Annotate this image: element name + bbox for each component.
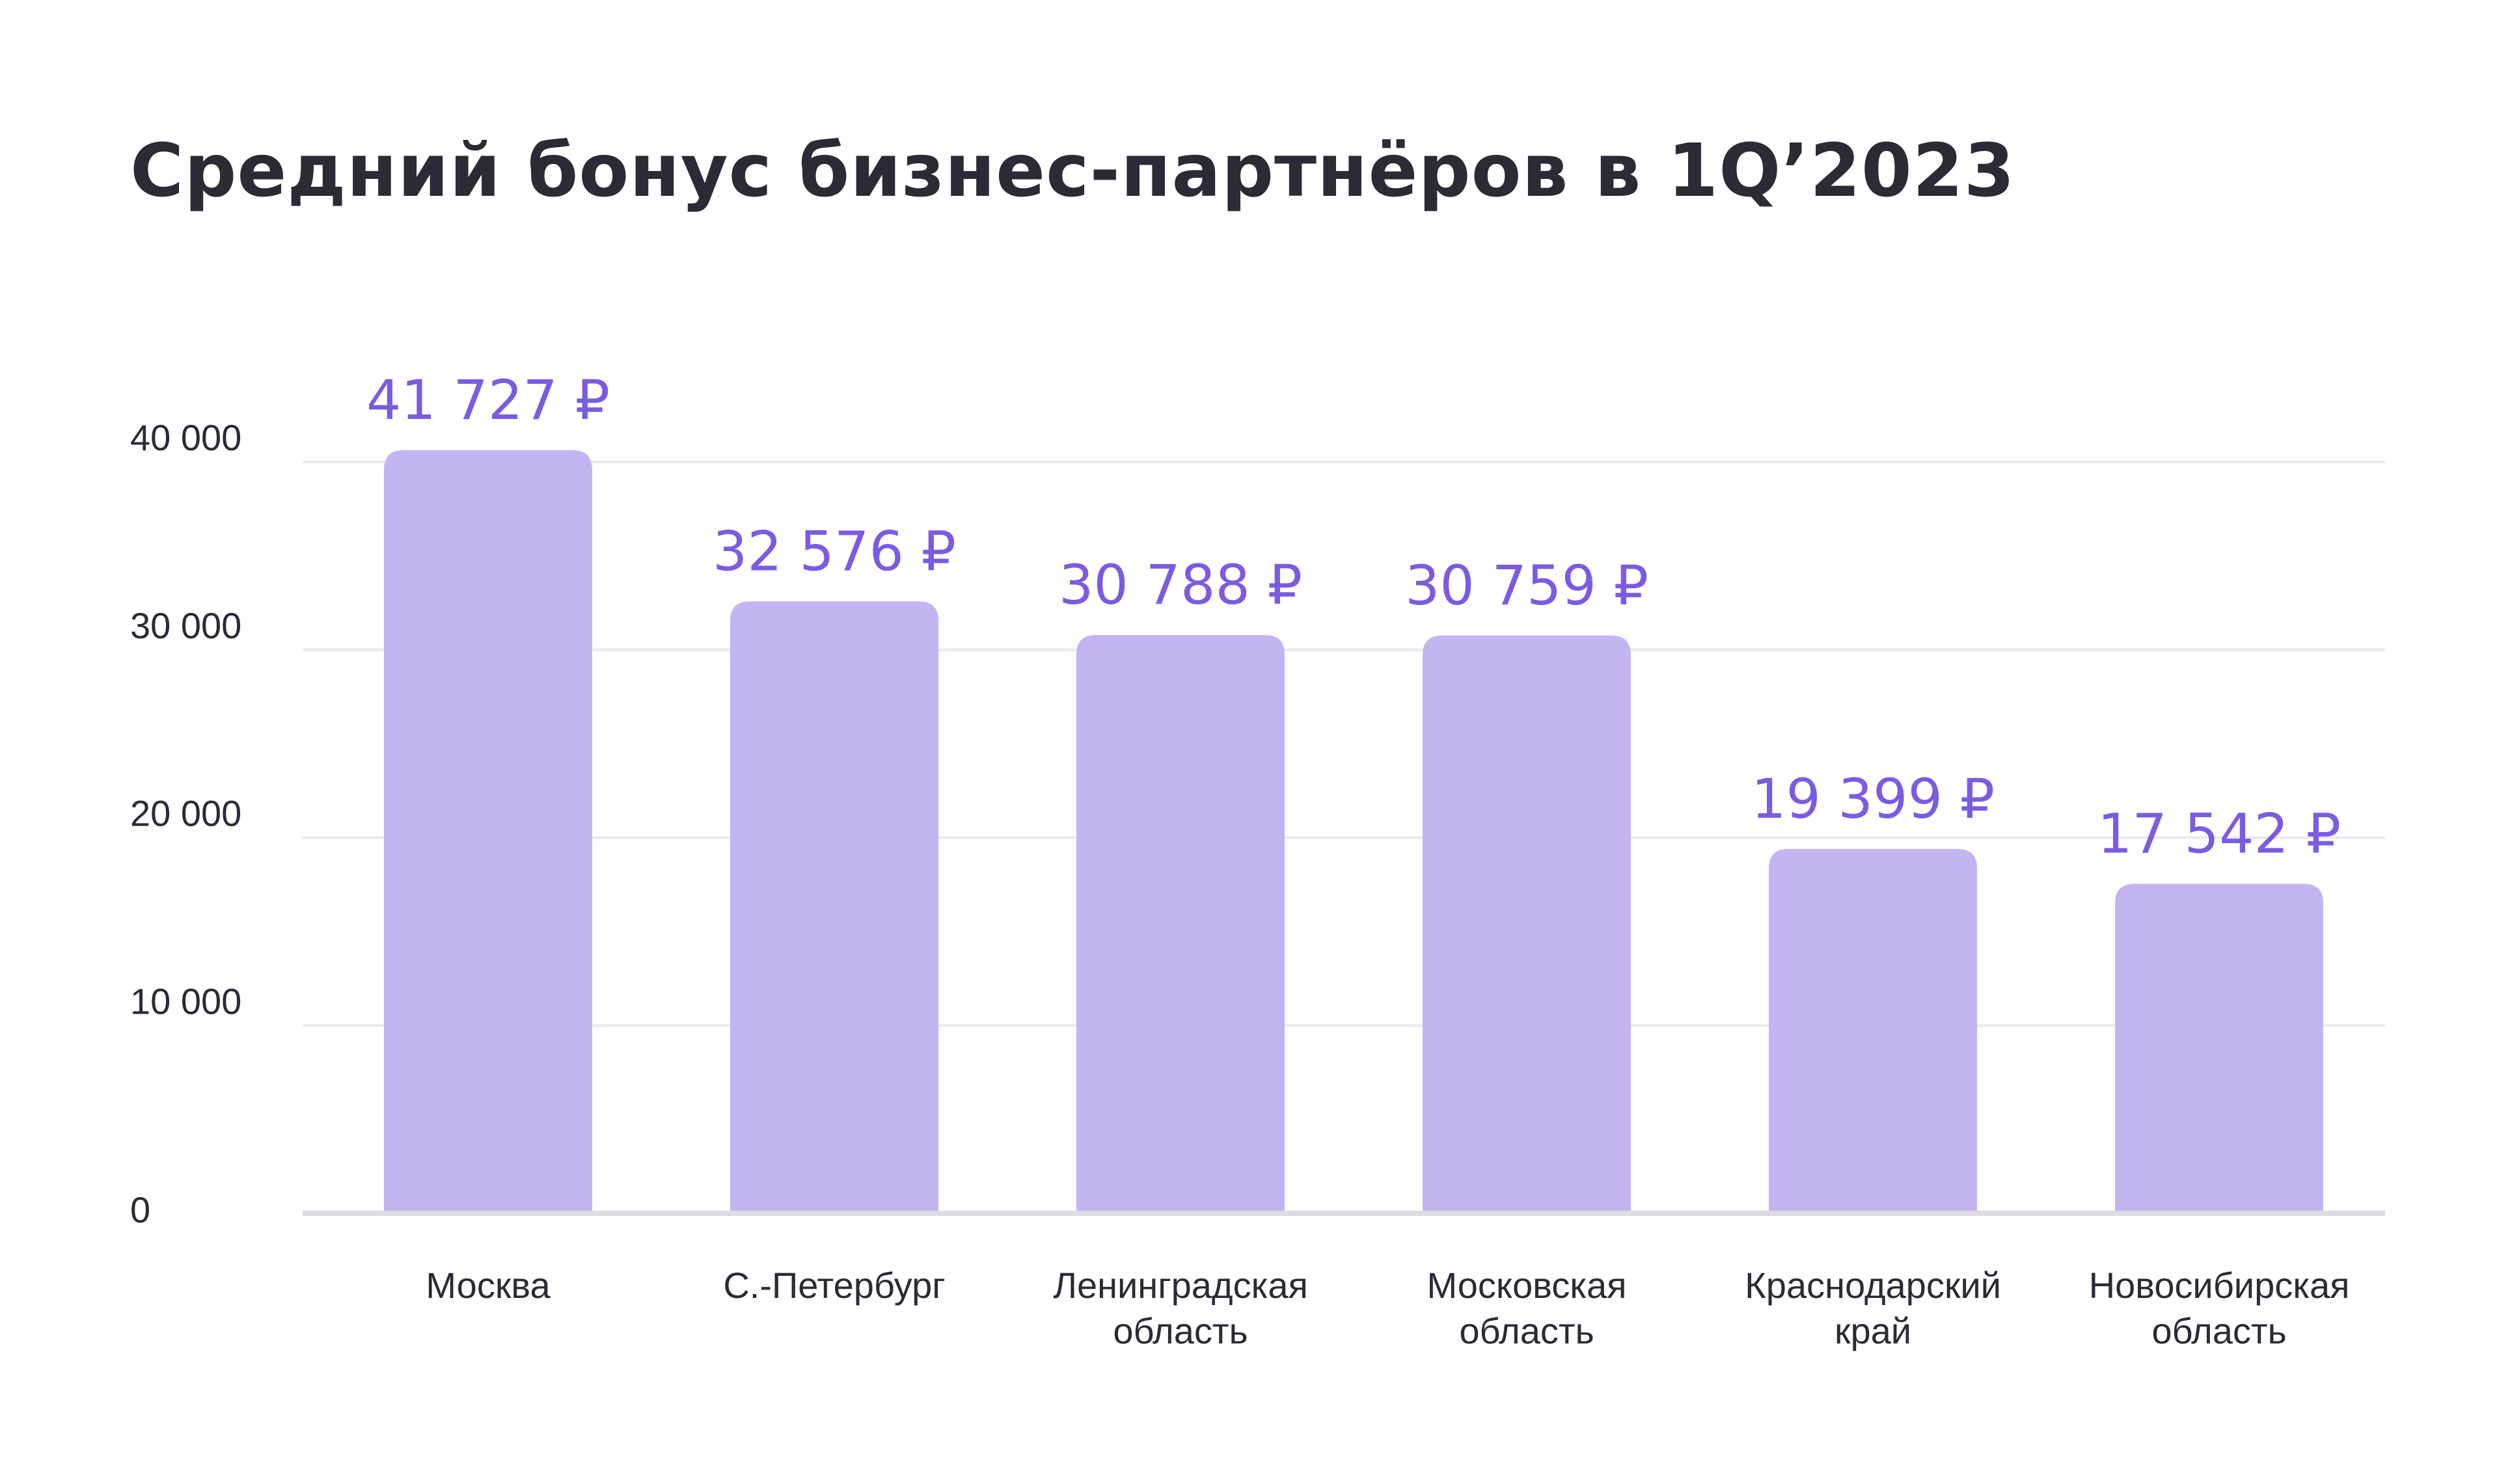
x-category-label: Москва <box>426 1265 551 1306</box>
bars <box>384 450 2323 1211</box>
x-axis-categories: Москва С.-Петербург ЛенинградскаяобластьМо… <box>426 1265 2349 1351</box>
bar-value-label: 30 788 ₽ <box>1059 553 1302 617</box>
bar <box>1769 848 1977 1211</box>
x-category-label: Краснодарский <box>1745 1265 2001 1306</box>
bar-value-label: 32 576 ₽ <box>713 519 956 583</box>
y-axis-ticks: 0 10 000 20 000 30 000 40 000 <box>130 417 241 1230</box>
y-tick-label: 30 000 <box>130 605 241 646</box>
x-category-label: область <box>2151 1310 2286 1351</box>
bar-value-label: 19 399 ₽ <box>1751 767 1995 831</box>
bar <box>2115 884 2323 1211</box>
bar <box>1423 635 1631 1211</box>
y-tick-label: 10 000 <box>130 980 241 1021</box>
y-tick-label: 40 000 <box>130 417 241 458</box>
bar <box>1076 634 1285 1211</box>
value-labels: 41 727 ₽ 32 576 ₽ 30 788 ₽ 30 759 ₽ 19 399 ₽… <box>366 368 2341 865</box>
x-category-label: область <box>1113 1310 1248 1351</box>
x-category-label: Новосибирская <box>2089 1265 2350 1306</box>
x-category-label: Московская <box>1427 1265 1626 1306</box>
bar-value-label: 41 727 ₽ <box>366 368 610 432</box>
y-tick-label: 20 000 <box>130 793 241 834</box>
bar-value-label: 17 542 ₽ <box>2097 802 2341 865</box>
x-category-label: Ленинградская <box>1053 1265 1308 1306</box>
gridlines <box>303 461 2385 1027</box>
y-tick-label: 0 <box>130 1189 150 1230</box>
bar <box>384 450 592 1211</box>
bar-value-label: 30 759 ₽ <box>1405 554 1648 617</box>
x-category-label: область <box>1459 1310 1594 1351</box>
x-category-label: край <box>1835 1310 1911 1351</box>
bar <box>730 601 938 1211</box>
chart-title: Средний бонус бизнес-партнёров в 1Q’2023 <box>130 129 2015 213</box>
x-category-label: С.-Петербург <box>723 1265 945 1306</box>
